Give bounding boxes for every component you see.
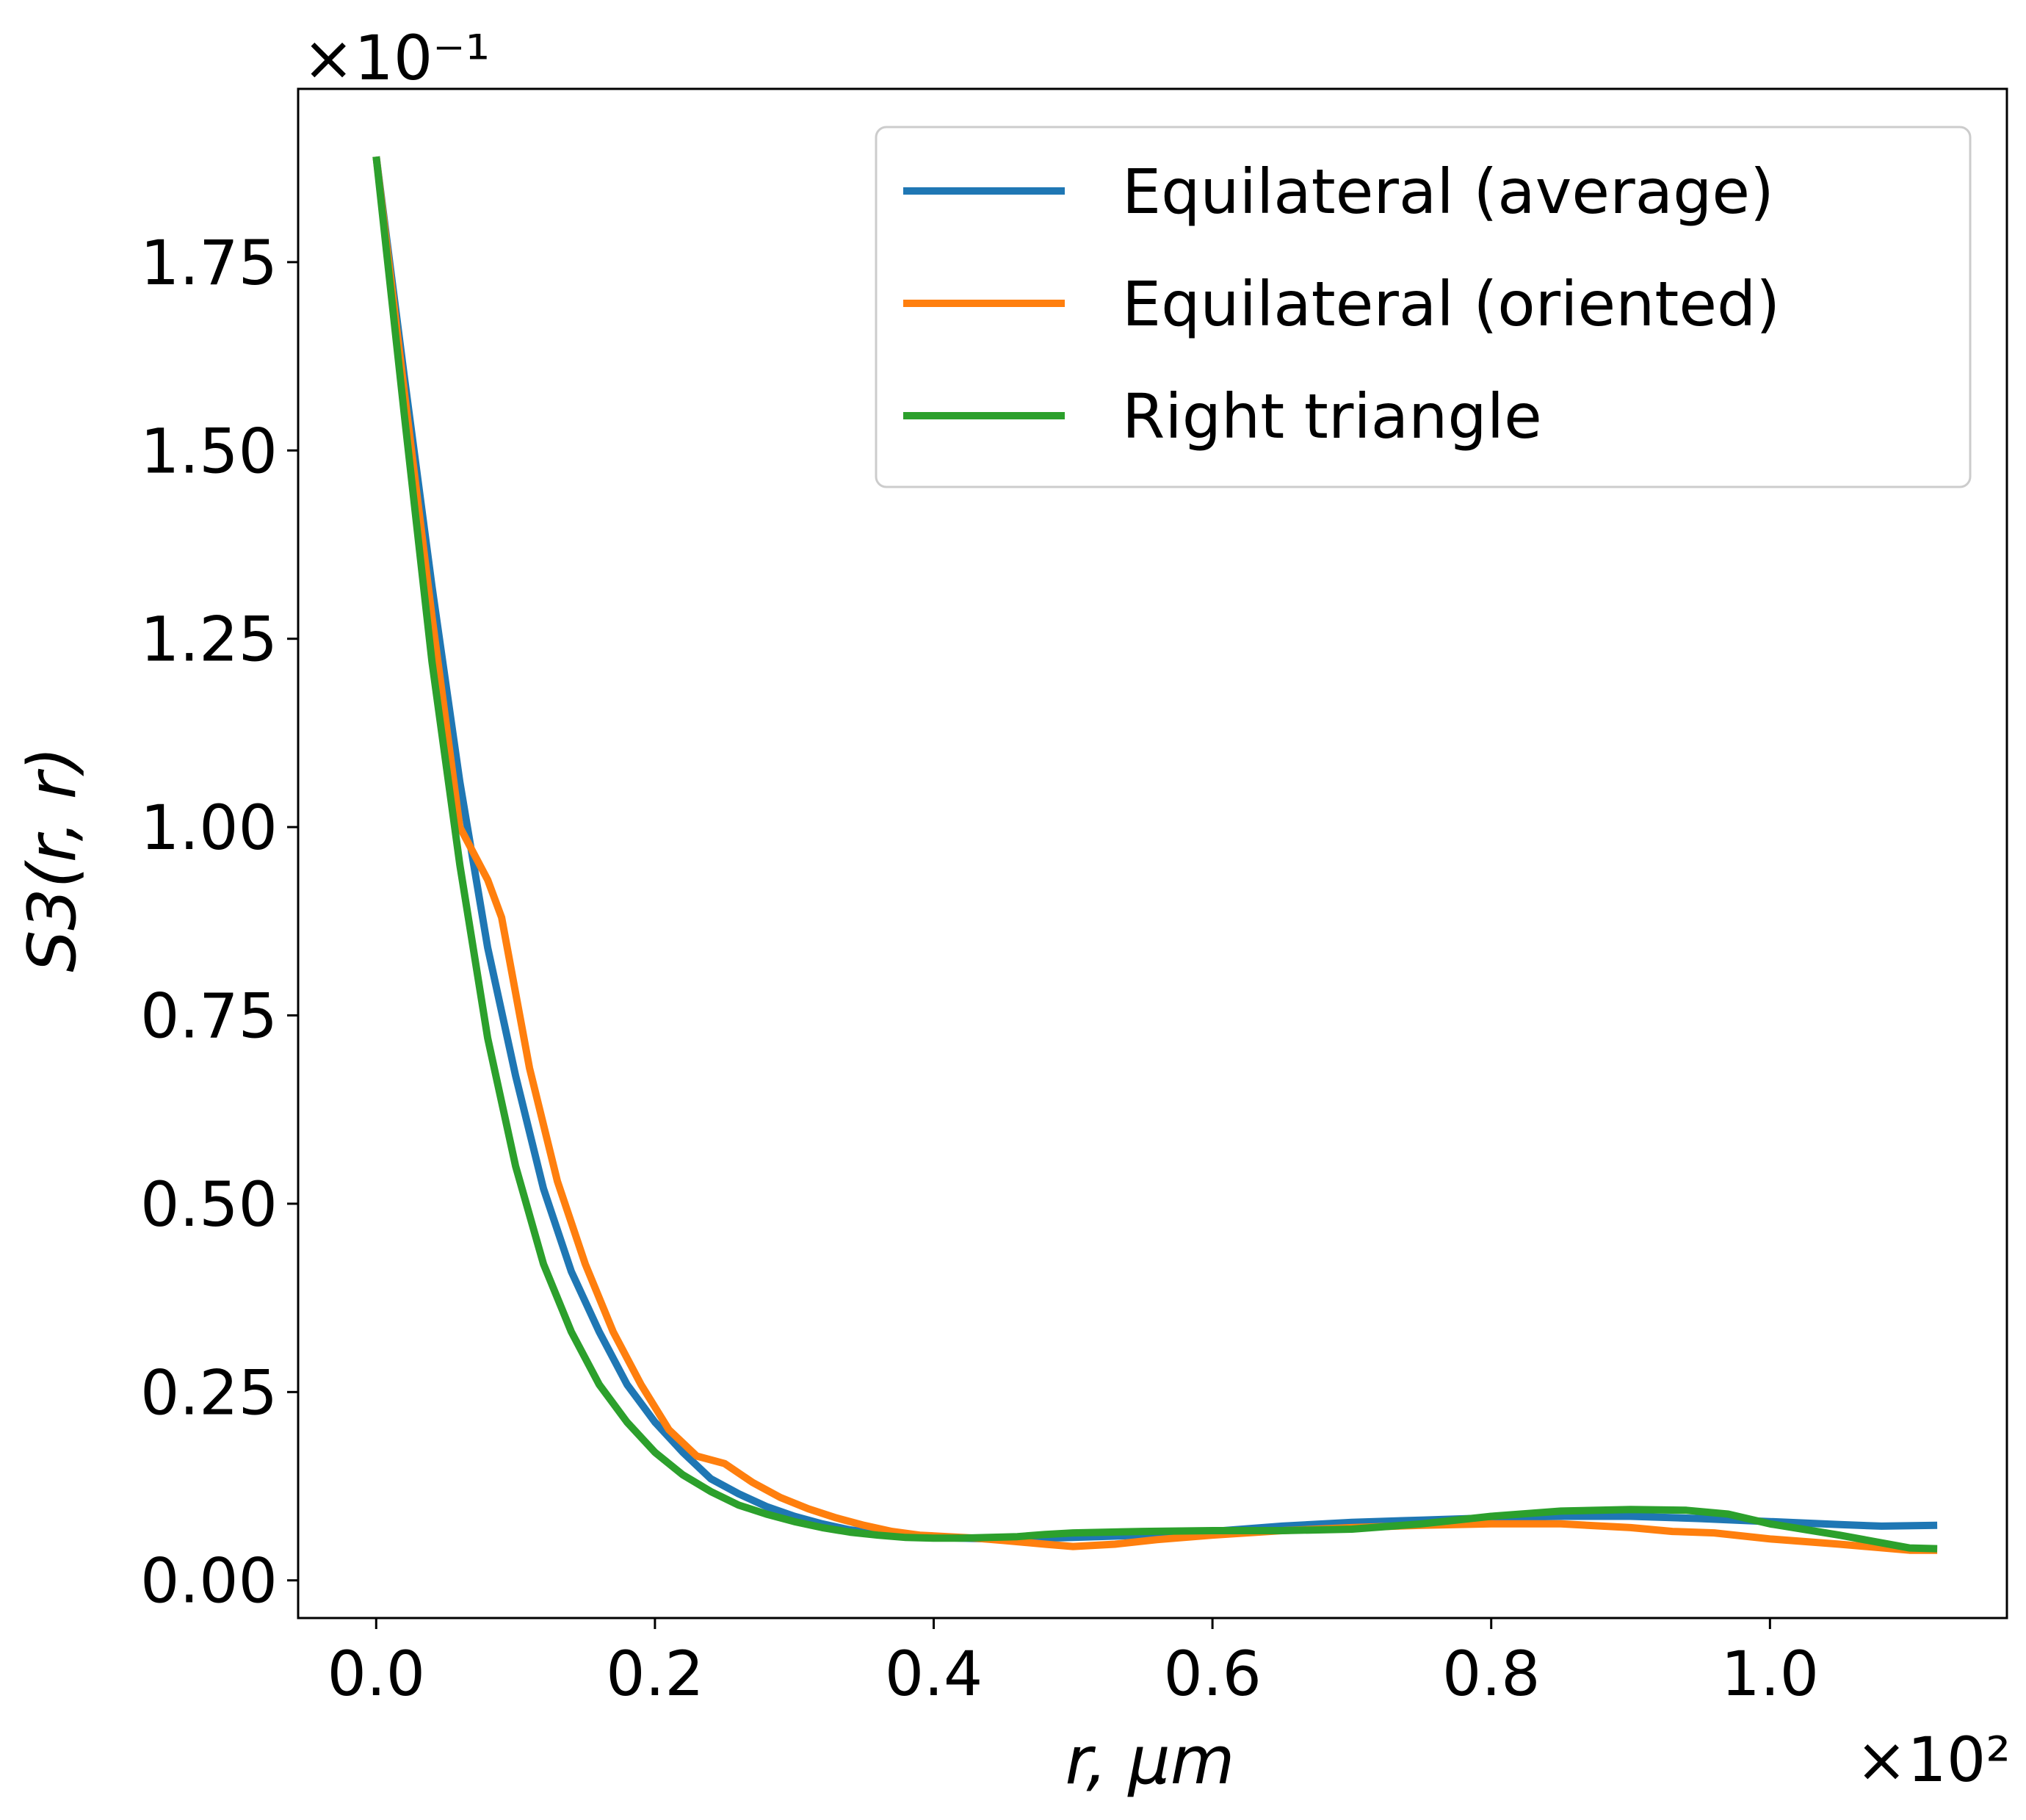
y-tick-label: 0.00 [140,1545,278,1617]
y-tick-label: 1.25 [140,604,278,676]
x-tick-label: 0.6 [1163,1638,1262,1710]
legend-label-2: Equilateral (oriented) [1122,268,1780,340]
y-tick-label: 1.50 [140,415,278,487]
legend-items: Equilateral (average) Equilateral (orient… [903,156,1780,452]
y-axis-label: S3(r, r) [14,746,91,972]
plot-frame [297,87,2008,1619]
y-tick-label: 0.75 [140,981,278,1052]
legend: Equilateral (average) Equilateral (orient… [875,126,1972,488]
x-tick-label: 0.0 [327,1638,425,1710]
y-tick-label: 1.00 [140,792,278,864]
x-tick-label: 0.4 [885,1638,983,1710]
axes-layer: 0.0 0.2 0.4 0.6 0.8 1.0 0.00 0.25 0.50 0.75 1.00 1.… [140,87,2008,1710]
legend-label-1: Equilateral (average) [1122,156,1774,228]
series-line-3 [372,156,1938,1553]
y-tick-label: 1.75 [140,227,278,299]
y-tick-label: 0.25 [140,1357,278,1429]
x-tick-label: 0.8 [1442,1638,1541,1710]
y-tick-label: 0.50 [140,1169,278,1241]
y-offset-label: ×10⁻¹ [303,22,490,94]
x-axis-label: r, μm [1066,1722,1235,1799]
x-tick-label: 0.2 [606,1638,704,1710]
x-offset-label: ×10² [1856,1724,2011,1796]
legend-box [875,126,1972,488]
legend-label-3: Right triangle [1122,380,1542,452]
series-layer [372,156,1938,1554]
x-tick-label: 1.0 [1721,1638,1820,1710]
